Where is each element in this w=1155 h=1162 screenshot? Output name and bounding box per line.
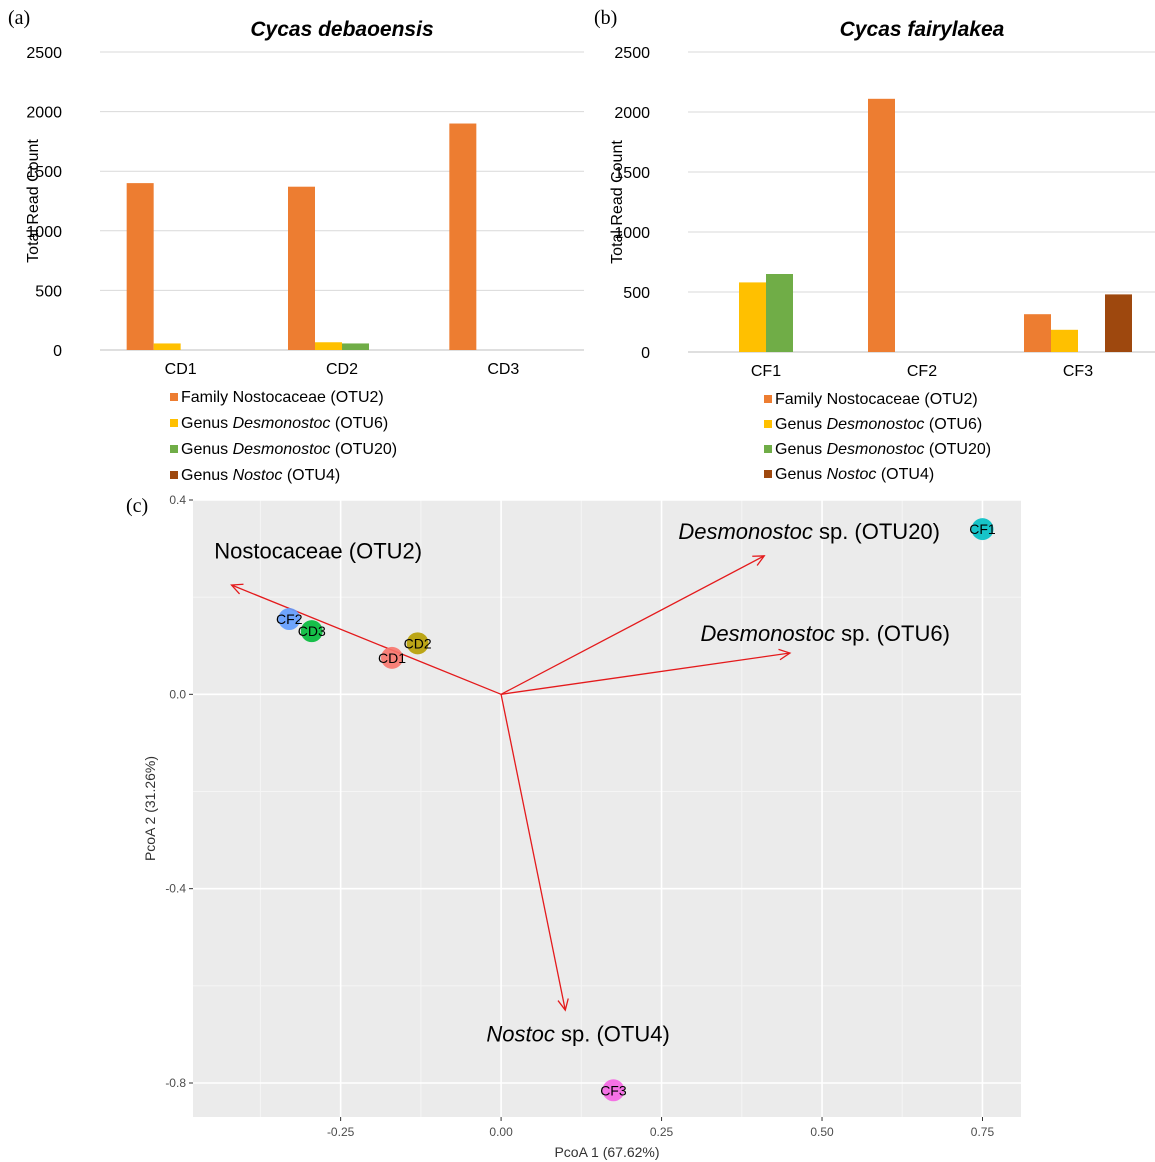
y-tick-label: 1500 (26, 164, 62, 181)
y-tick-label: 0.0 (169, 687, 186, 701)
x-tick-label: CD3 (487, 361, 519, 378)
bar (153, 343, 181, 350)
vector-label: Nostocaceae (OTU2) (214, 538, 422, 563)
legend-swatch (170, 445, 178, 453)
legend-entry: Genus Desmonostoc (OTU6) (181, 415, 388, 432)
bar (449, 123, 477, 351)
legend-swatch (170, 393, 178, 401)
legend-entry: Genus Nostoc (OTU4) (181, 467, 340, 484)
y-tick-label: 1000 (26, 224, 62, 241)
x-tick-label: CF1 (751, 363, 781, 380)
x-tick-label: 0.50 (810, 1125, 834, 1139)
sample-point (971, 518, 994, 541)
y-axis-label: PcoA 2 (31.26%) (142, 756, 158, 861)
point-label: CF1 (969, 521, 996, 537)
bar (1105, 294, 1132, 352)
y-tick-label: 0 (53, 343, 62, 360)
sample-point (380, 646, 403, 669)
legend-entry: Genus Desmonostoc (OTU20) (181, 441, 397, 458)
vector-label: Desmonostoc sp. (OTU6) (701, 621, 950, 646)
legend-entry: Genus Nostoc (OTU4) (775, 466, 934, 483)
vector-arrowhead (752, 555, 766, 566)
bar (766, 274, 793, 352)
legend-entry: Genus Desmonostoc (OTU6) (775, 416, 982, 433)
chart-title: Cycas fairylakea (840, 18, 1005, 41)
y-tick-label: 2500 (26, 45, 62, 62)
x-tick-label: CD2 (326, 361, 358, 378)
bar-chart-cycas-debaoensis: Cycas debaoensis Total Read Count 0 500 10… (25, 18, 584, 484)
sample-point (300, 620, 323, 643)
y-axis-label: Total Read Count (25, 139, 42, 263)
x-tick-label: 0.25 (650, 1125, 674, 1139)
y-tick-label: 1500 (614, 165, 650, 182)
loading-vector (231, 584, 502, 695)
plot-background (193, 500, 1021, 1117)
y-tick-label: -0.8 (165, 1076, 186, 1090)
x-tick-label: CF3 (1063, 363, 1093, 380)
vector-arrowhead (778, 648, 792, 661)
bar (868, 98, 895, 352)
vector-label: Desmonostoc sp. (OTU20) (678, 519, 940, 544)
x-tick-label: 0.75 (971, 1125, 995, 1139)
loading-vector (500, 694, 566, 1011)
legend-swatch (170, 419, 178, 427)
y-tick-label: -0.4 (165, 882, 186, 896)
bar (1051, 329, 1078, 352)
x-tick-label: CF2 (907, 363, 937, 380)
x-axis-label: PcoA 1 (67.62%) (554, 1144, 659, 1160)
bar (342, 343, 369, 350)
bar (739, 282, 766, 352)
loading-vector (501, 652, 791, 695)
bar (126, 183, 154, 350)
legend-entry: Genus Desmonostoc (OTU20) (775, 441, 991, 458)
y-tick-label: 2000 (614, 105, 650, 122)
panel-label-b: (b) (594, 7, 617, 29)
y-tick-label: 1000 (614, 225, 650, 242)
chart-title: Cycas debaoensis (250, 18, 433, 41)
x-tick-label: 0.00 (489, 1125, 513, 1139)
y-axis-label: Total Read Count (609, 140, 626, 264)
point-label: CF2 (276, 611, 303, 627)
point-label: CD2 (404, 635, 432, 651)
bar (1024, 314, 1051, 352)
legend-swatch (170, 471, 178, 479)
legend-swatch (764, 445, 772, 453)
y-tick-label: 0.4 (169, 493, 186, 507)
point-label: CD3 (298, 623, 326, 639)
sample-point (602, 1079, 625, 1102)
pcoa-biplot: Nostocaceae (OTU2) Desmonostoc sp. (OTU20… (142, 493, 1021, 1160)
y-tick-label: 500 (623, 285, 650, 302)
point-label: CD1 (378, 650, 406, 666)
panel-label-c: (c) (126, 495, 148, 517)
bar-chart-cycas-fairylakea: Cycas fairylakea Total Read Count 0 500 10… (609, 18, 1155, 483)
sample-point (406, 632, 429, 655)
vector-label: Nostoc sp. (OTU4) (486, 1022, 669, 1047)
x-tick-label: -0.25 (327, 1125, 355, 1139)
legend-swatch (764, 395, 772, 403)
sample-point (278, 608, 301, 631)
vector-arrowhead (230, 583, 244, 595)
vector-arrowhead (557, 998, 569, 1012)
point-label: CF3 (600, 1082, 627, 1098)
loading-vector (500, 555, 765, 695)
y-tick-label: 0 (641, 345, 650, 362)
legend-entry: Family Nostocaceae (OTU2) (181, 389, 384, 406)
legend-swatch (764, 420, 772, 428)
y-tick-label: 2000 (26, 105, 62, 122)
bar (315, 342, 342, 350)
panel-label-a: (a) (8, 7, 30, 29)
y-tick-label: 500 (35, 283, 62, 300)
x-tick-label: CD1 (165, 361, 197, 378)
legend-swatch (764, 470, 772, 478)
legend-entry: Family Nostocaceae (OTU2) (775, 391, 978, 408)
y-tick-label: 2500 (614, 45, 650, 62)
bar (288, 186, 315, 350)
